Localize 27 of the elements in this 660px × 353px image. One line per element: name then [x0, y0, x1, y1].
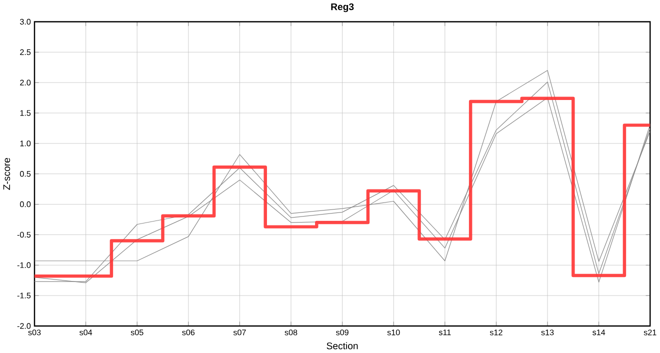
x-tick-label: s21 — [644, 330, 656, 336]
y-tick-label: 2.0 — [20, 80, 31, 86]
x-tick-label: s14 — [592, 330, 606, 336]
y-tick-label: 3.0 — [20, 19, 31, 25]
x-tick-label: s12 — [490, 330, 502, 336]
y-tick-label: 0.5 — [20, 171, 31, 177]
y-tick-label: 1.0 — [20, 140, 31, 146]
x-tick-label: s07 — [233, 330, 246, 336]
y-tick-label: -1.5 — [17, 292, 31, 299]
x-tick-label: s04 — [80, 330, 92, 336]
y-tick-label: 1.5 — [20, 110, 31, 116]
y-tick-label: -0.5 — [17, 232, 31, 238]
x-tick-label: s03 — [28, 330, 41, 336]
x-tick-label: s13 — [541, 330, 554, 336]
y-tick-label: -1.0 — [17, 262, 31, 268]
x-tick-label: s11 — [438, 330, 451, 336]
x-tick-label: s05 — [130, 330, 144, 336]
y-axis-title: Z-score — [3, 158, 10, 190]
chart-title: Reg3 — [331, 4, 354, 12]
x-tick-label: s06 — [182, 330, 195, 336]
x-tick-label: s08 — [284, 330, 298, 336]
x-tick-label: s09 — [336, 330, 348, 336]
y-tick-label: -2.0 — [17, 323, 31, 330]
y-tick-label: 0.0 — [20, 202, 31, 208]
y-tick-label: 2.5 — [20, 49, 31, 56]
x-tick-label: s10 — [387, 330, 400, 336]
x-axis-title: Section — [326, 342, 358, 350]
